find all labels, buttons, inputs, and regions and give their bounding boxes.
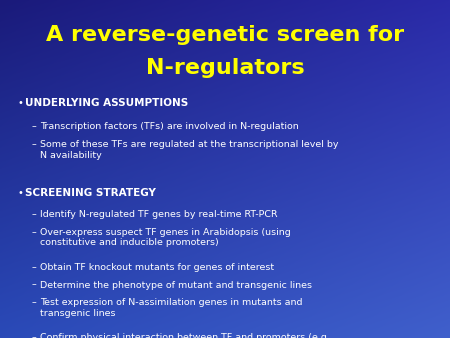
Text: Some of these TFs are regulated at the transcriptional level by
N availability: Some of these TFs are regulated at the t… (40, 140, 338, 160)
Text: UNDERLYING ASSUMPTIONS: UNDERLYING ASSUMPTIONS (25, 98, 188, 108)
Text: Obtain TF knockout mutants for genes of interest: Obtain TF knockout mutants for genes of … (40, 263, 274, 272)
Text: SCREENING STRATEGY: SCREENING STRATEGY (25, 188, 156, 198)
Text: Identify N-regulated TF genes by real-time RT-PCR: Identify N-regulated TF genes by real-ti… (40, 210, 277, 219)
Text: Transcription factors (TFs) are involved in N-regulation: Transcription factors (TFs) are involved… (40, 122, 298, 131)
Text: –: – (32, 281, 36, 290)
Text: –: – (32, 210, 36, 219)
Text: –: – (32, 122, 36, 131)
Text: Test expression of N-assimilation genes in mutants and
transgenic lines: Test expression of N-assimilation genes … (40, 298, 302, 317)
Text: –: – (32, 228, 36, 237)
Text: –: – (32, 140, 36, 149)
Text: –: – (32, 333, 36, 338)
Text: •: • (17, 98, 23, 108)
Text: –: – (32, 263, 36, 272)
Text: •: • (17, 188, 23, 198)
Text: N-regulators: N-regulators (146, 57, 304, 78)
Text: Determine the phenotype of mutant and transgenic lines: Determine the phenotype of mutant and tr… (40, 281, 311, 290)
Text: A reverse-genetic screen for: A reverse-genetic screen for (46, 25, 404, 46)
Text: Over-express suspect TF genes in Arabidopsis (using
constitutive and inducible p: Over-express suspect TF genes in Arabido… (40, 228, 290, 247)
Text: –: – (32, 298, 36, 307)
Text: Confirm physical interaction between TF and promoters (e.g.
ChIP-PCR): Confirm physical interaction between TF … (40, 333, 329, 338)
